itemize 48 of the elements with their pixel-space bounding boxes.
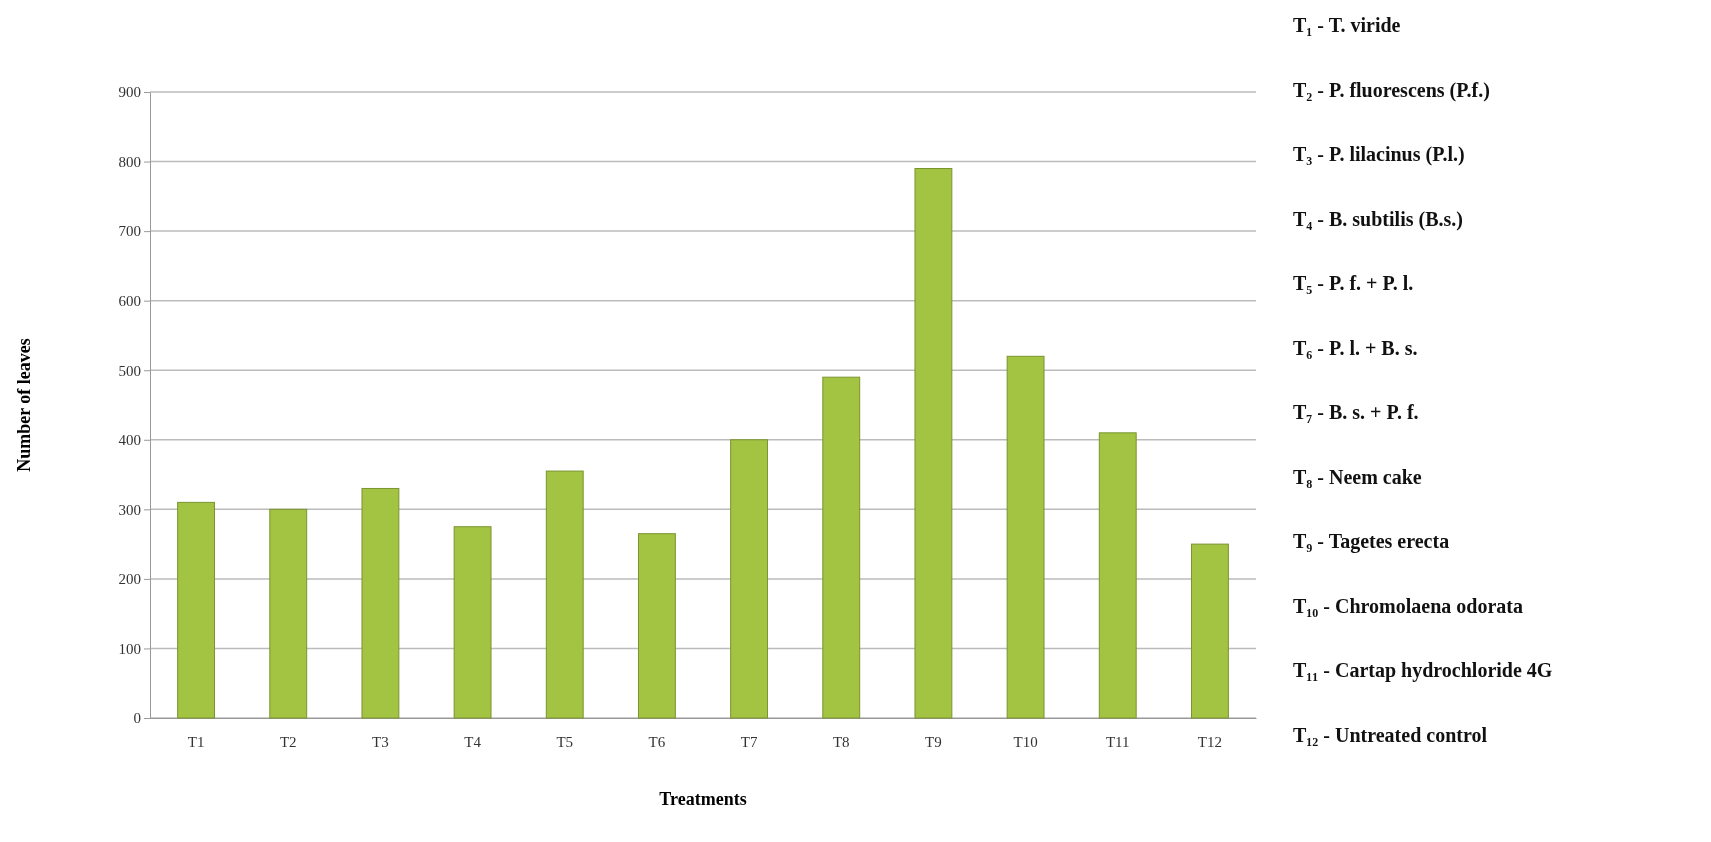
text: T₃ - P. lilacinus (P.l.)	[1293, 143, 1465, 166]
text: T₁₂ - Untreated control	[1293, 723, 1488, 746]
text: T₉ - Tagetes erecta	[1293, 530, 1450, 553]
y-tick-label: 200	[118, 571, 141, 588]
text: T₆ - P. l. + B. s.	[1293, 336, 1418, 359]
bar	[730, 439, 769, 719]
y-tick-label: 100	[118, 640, 141, 657]
x-tick-label: T5	[556, 733, 574, 750]
bar	[822, 376, 861, 719]
bar	[453, 526, 492, 719]
bar	[269, 508, 308, 719]
bar	[1006, 355, 1045, 719]
x-tick-label: T12	[1197, 733, 1222, 750]
y-tick-label: 300	[118, 501, 141, 518]
bar	[545, 470, 584, 719]
text: T₇ - B. s. + P. f.	[1293, 401, 1419, 423]
x-tick-label: T6	[648, 733, 666, 750]
text: T₁₀ - Chromolaena odorata	[1293, 594, 1523, 617]
y-tick-label: 500	[118, 362, 141, 379]
bar	[177, 501, 216, 719]
y-tick-label: 400	[118, 432, 141, 449]
y-axis-title: Number of leaves	[14, 338, 34, 472]
x-tick-label: T10	[1013, 733, 1038, 750]
text: T₄ - B. subtilis (B.s.)	[1293, 207, 1463, 231]
x-tick-label: T2	[279, 733, 297, 750]
x-tick-label: T9	[925, 733, 942, 750]
y-tick-label: 700	[118, 223, 141, 240]
text: T₁₁ - Cartap hydrochloride 4G	[1293, 659, 1553, 682]
x-axis-title: Treatments	[659, 789, 747, 809]
bar	[1190, 543, 1229, 719]
y-tick-label: 600	[118, 292, 141, 309]
x-tick-label: T1	[187, 733, 205, 750]
bar	[914, 168, 953, 719]
text: T₂ - P. fluorescens (P.f.)	[1293, 78, 1490, 102]
y-tick-label: 800	[118, 153, 141, 170]
y-tick-label: 900	[118, 84, 141, 101]
y-tick-label: 0	[133, 710, 141, 727]
bar	[637, 533, 676, 719]
x-tick-label: T4	[464, 733, 482, 750]
x-tick-label: T11	[1105, 733, 1130, 750]
x-tick-label: T7	[740, 733, 758, 750]
x-tick-label: T3	[372, 733, 389, 750]
text: T₅ - P. f. + P. l.	[1293, 272, 1414, 294]
bar	[1098, 432, 1137, 719]
text: T₈ - Neem cake	[1293, 465, 1422, 488]
text: T₁ - T. viride	[1293, 14, 1401, 36]
bar	[361, 487, 400, 719]
x-tick-label: T8	[832, 733, 850, 750]
